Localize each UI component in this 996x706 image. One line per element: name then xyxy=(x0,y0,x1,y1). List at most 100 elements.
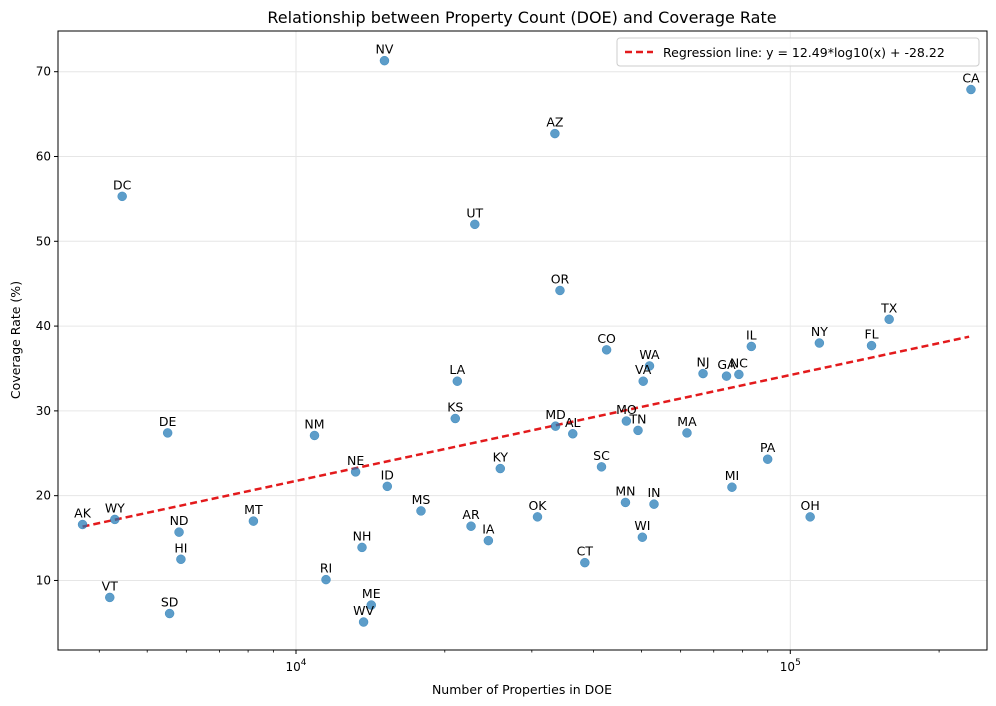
data-point-ga xyxy=(721,371,732,381)
data-point-in xyxy=(649,499,659,509)
data-point-ar xyxy=(466,521,476,531)
point-label-mt: MT xyxy=(244,502,263,517)
point-label-va: VA xyxy=(635,362,652,377)
data-point-wa xyxy=(644,361,655,371)
data-point-ok xyxy=(532,512,543,522)
point-label-tn: TN xyxy=(629,411,647,426)
point-labels: AK VT WY DC DE SD ND HI MT NM RI NE NH WV ME NV ID MS KS LA… xyxy=(74,42,980,618)
point-label-pa: PA xyxy=(760,440,776,455)
x-axis-label: Number of Properties in DOE xyxy=(432,682,612,697)
point-label-in: IN xyxy=(647,485,660,500)
point-label-sc: SC xyxy=(593,448,610,463)
data-point-ny xyxy=(814,338,825,348)
data-point-nd xyxy=(174,527,184,537)
data-point-nc xyxy=(734,369,744,380)
y-tick-label: 30 xyxy=(36,404,51,418)
data-point-al xyxy=(568,429,578,439)
point-label-wa: WA xyxy=(639,347,660,362)
y-tick-label: 20 xyxy=(36,489,51,503)
point-label-nj: NJ xyxy=(697,355,710,370)
point-label-de: DE xyxy=(159,414,177,429)
point-label-or: OR xyxy=(551,271,570,286)
data-point-il xyxy=(746,341,757,352)
point-label-la: LA xyxy=(449,362,465,377)
point-label-hi: HI xyxy=(174,540,187,555)
data-point-tn xyxy=(633,425,643,436)
point-label-ne: NE xyxy=(347,453,364,468)
data-point-ks xyxy=(450,413,461,424)
data-point-wy xyxy=(110,514,120,525)
y-tick-label: 50 xyxy=(36,234,51,248)
data-point-ri xyxy=(321,574,331,585)
point-label-ut: UT xyxy=(466,205,483,220)
point-label-mn: MN xyxy=(615,483,635,498)
data-point-de xyxy=(162,428,173,438)
point-label-mo: MO xyxy=(616,402,637,417)
data-point-mt xyxy=(248,516,259,526)
x-tick-label: 104 xyxy=(285,658,306,674)
point-label-ok: OK xyxy=(528,498,547,513)
point-label-dc: DC xyxy=(113,177,132,192)
data-point-la xyxy=(452,376,463,386)
data-point-mn xyxy=(620,497,631,508)
point-label-me: ME xyxy=(362,586,381,601)
data-point-nv xyxy=(379,55,390,66)
point-label-tx: TX xyxy=(880,300,898,315)
data-point-ia xyxy=(483,535,494,546)
data-point-ct xyxy=(580,557,590,568)
data-point-ms xyxy=(416,506,426,516)
data-point-az xyxy=(550,128,560,139)
data-point-wi xyxy=(637,532,648,542)
point-label-wv: WV xyxy=(353,603,374,618)
point-label-id: ID xyxy=(381,467,394,482)
point-label-ma: MA xyxy=(677,414,697,429)
data-point-nj xyxy=(698,368,708,379)
point-label-al: AL xyxy=(565,415,581,430)
point-label-ca: CA xyxy=(962,71,980,86)
point-label-md: MD xyxy=(545,407,565,422)
point-label-az: AZ xyxy=(546,115,563,130)
data-point-ma xyxy=(682,428,692,438)
y-tick-label: 60 xyxy=(36,149,51,163)
data-point-nm xyxy=(309,430,320,441)
chart-title: Relationship between Property Count (DOE… xyxy=(267,8,776,27)
data-point-vt xyxy=(105,592,115,603)
data-point-dc xyxy=(117,191,127,202)
data-points xyxy=(77,55,976,627)
point-label-vt: VT xyxy=(102,578,119,593)
point-label-nh: NH xyxy=(353,528,372,543)
y-tick-label: 40 xyxy=(36,319,51,333)
point-label-ks: KS xyxy=(447,400,463,415)
point-label-nv: NV xyxy=(376,42,394,57)
data-point-mi xyxy=(727,482,737,492)
plot-area-frame xyxy=(57,30,988,651)
legend-label: Regression line: y = 12.49*log10(x) + -2… xyxy=(663,45,945,60)
data-point-ne xyxy=(350,467,361,477)
data-point-tx xyxy=(884,314,894,325)
point-label-fl: FL xyxy=(864,327,878,342)
data-point-id xyxy=(382,481,393,492)
point-label-ri: RI xyxy=(320,561,332,576)
point-label-ny: NY xyxy=(811,324,828,339)
legend-box xyxy=(616,37,980,67)
point-label-ar: AR xyxy=(462,507,480,522)
regression-line-layer xyxy=(82,335,970,528)
data-point-me xyxy=(366,600,377,610)
point-label-sd: SD xyxy=(161,595,179,610)
data-point-ca xyxy=(966,84,976,95)
point-label-co: CO xyxy=(597,331,616,346)
point-label-ia: IA xyxy=(482,522,495,537)
data-point-fl xyxy=(866,340,877,351)
point-label-nd: ND xyxy=(170,513,189,528)
point-label-ky: KY xyxy=(493,450,509,465)
legend: Regression line: y = 12.49*log10(x) + -2… xyxy=(616,37,980,67)
point-label-ct: CT xyxy=(577,544,594,559)
data-point-co xyxy=(601,345,612,355)
y-tick-label: 10 xyxy=(36,573,51,587)
point-label-oh: OH xyxy=(801,498,820,513)
data-point-pa xyxy=(762,454,773,464)
point-label-ms: MS xyxy=(412,492,431,507)
data-point-ak xyxy=(77,519,88,530)
point-label-mi: MI xyxy=(725,468,739,483)
